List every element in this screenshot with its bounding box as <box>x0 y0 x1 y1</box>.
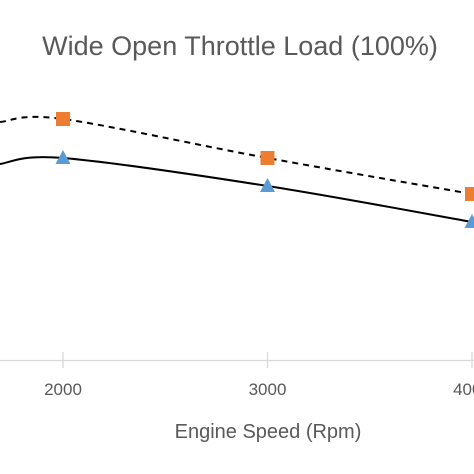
series-1 <box>0 112 474 201</box>
chart-title: Wide Open Throttle Load (100%) <box>42 31 438 61</box>
x-tick-label: 2000 <box>44 380 82 399</box>
series-layer <box>0 112 474 228</box>
data-point-square <box>465 187 474 201</box>
series-2-line <box>0 156 473 223</box>
data-point-square <box>56 112 70 126</box>
series-2 <box>0 150 474 228</box>
data-point-triangle <box>260 178 275 192</box>
series-1-line <box>0 115 473 195</box>
data-point-triangle <box>55 150 71 164</box>
x-tick-label: 3000 <box>249 380 287 399</box>
x-axis-title: Engine Speed (Rpm) <box>175 421 362 443</box>
x-axis-ticks: 2000 3000 4000 <box>44 352 474 399</box>
data-point-square <box>260 151 275 165</box>
data-point-triangle <box>464 214 474 228</box>
x-tick-label: 4000 <box>453 380 474 399</box>
